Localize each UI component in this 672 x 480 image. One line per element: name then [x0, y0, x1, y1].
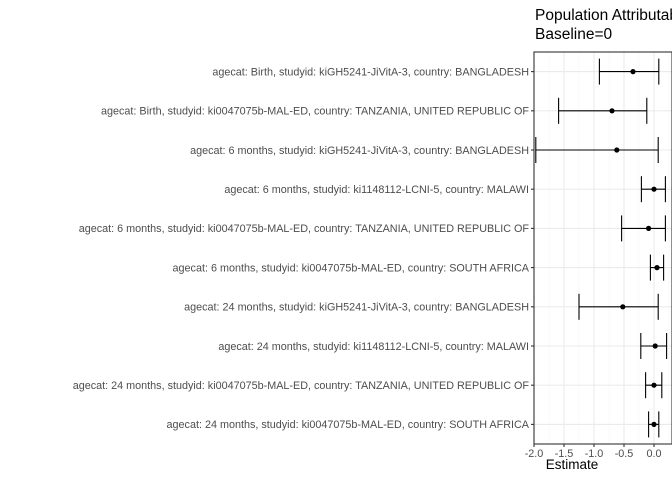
x-axis: -2.0 -1.5 -1.0 -0.5 0.0: [525, 444, 662, 460]
estimate-row: [640, 333, 668, 359]
estimate-point: [651, 382, 657, 388]
estimate-point: [654, 265, 660, 271]
category-label: agecat: 6 months, studyid: ki1148112-LCN…: [224, 184, 529, 196]
x-axis-title: Estimate: [546, 457, 599, 472]
estimate-point: [620, 304, 626, 310]
estimate-row: [645, 372, 663, 399]
panel-background: [534, 52, 672, 444]
category-label: agecat: 24 months, studyid: kiGH5241-JiV…: [184, 302, 529, 314]
estimate-row: [649, 254, 665, 281]
category-label: agecat: 6 months, studyid: ki0047075b-MA…: [173, 262, 530, 274]
category-label: agecat: Birth, studyid: kiGH5241-JiVitA-…: [212, 66, 529, 78]
category-labels: agecat: Birth, studyid: kiGH5241-JiVitA-…: [73, 66, 534, 431]
estimate-row: [621, 215, 666, 242]
x-tick-label: 0.0: [646, 448, 661, 460]
chart-title-line-1: Population Attributable Risk: [535, 7, 672, 24]
x-tick-label: -1.5: [555, 448, 574, 460]
estimate-row: [640, 176, 666, 203]
plot-panel: [533, 51, 672, 445]
estimate-point: [651, 421, 657, 427]
chart-title: Population Attributable Risk Baseline=0: [535, 7, 672, 43]
estimate-point: [609, 108, 615, 114]
category-label: agecat: 24 months, studyid: ki1148112-LC…: [218, 341, 529, 353]
category-label: agecat: Birth, studyid: ki0047075b-MAL-E…: [101, 106, 529, 118]
estimate-row: [558, 97, 648, 124]
estimate-row: [598, 58, 660, 85]
panel-border: [533, 51, 672, 445]
estimate-row: [578, 293, 659, 320]
estimate-point: [646, 225, 652, 231]
x-tick-label: -1.0: [585, 448, 604, 460]
x-tick-label: -0.5: [615, 448, 634, 460]
estimate-point: [651, 186, 657, 192]
estimate-row: [535, 137, 659, 163]
estimate-point: [614, 147, 620, 153]
estimate-point: [652, 343, 658, 349]
category-label: agecat: 24 months, studyid: ki0047075b-M…: [73, 380, 530, 392]
category-label: agecat: 24 months, studyid: ki0047075b-M…: [167, 419, 530, 431]
category-label: agecat: 6 months, studyid: kiGH5241-JiVi…: [190, 145, 529, 157]
estimate-row: [648, 411, 660, 438]
x-tick-label: -2.0: [525, 448, 544, 460]
estimate-point: [630, 69, 636, 75]
chart-title-line-2: Baseline=0: [535, 26, 613, 43]
category-label: agecat: 6 months, studyid: ki0047075b-MA…: [79, 223, 530, 235]
